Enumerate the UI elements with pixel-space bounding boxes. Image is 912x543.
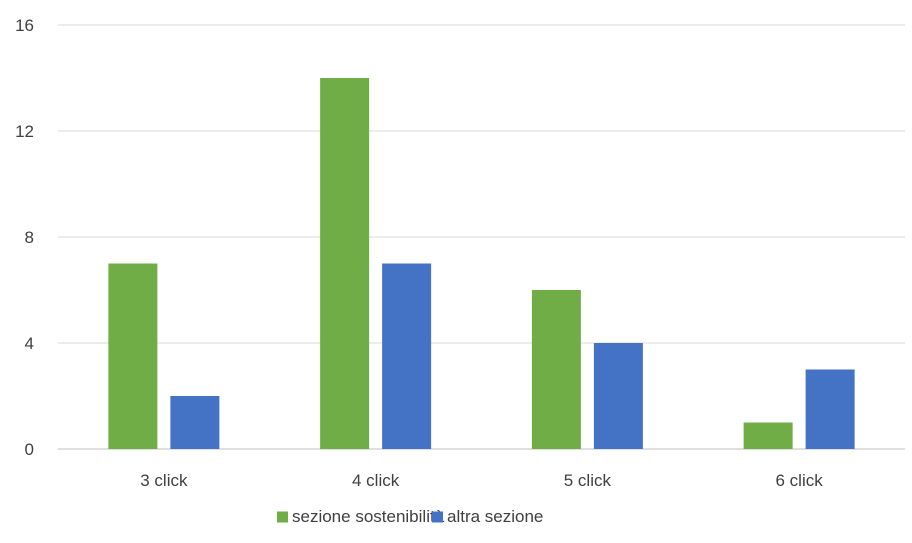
legend-label: altra sezione	[447, 507, 543, 526]
bar	[108, 263, 158, 449]
bars	[108, 78, 855, 449]
bar	[320, 78, 370, 449]
y-tick-label: 4	[25, 334, 34, 353]
legend-swatch	[432, 511, 443, 523]
bar	[170, 396, 220, 449]
y-tick-label: 16	[15, 16, 34, 35]
y-tick-label: 8	[25, 228, 34, 247]
bar	[805, 369, 855, 449]
y-tick-label: 0	[25, 440, 34, 459]
gridlines	[58, 24, 905, 450]
x-tick-label: 5 click	[564, 471, 612, 490]
x-tick-label: 3 click	[140, 471, 188, 490]
bar	[743, 422, 793, 449]
axes: 0 4 8 12 16 3 click 4 click 5 click 6 click	[15, 16, 823, 490]
bar	[593, 343, 643, 449]
legend-swatch	[277, 511, 288, 523]
bar	[531, 290, 581, 449]
bar	[382, 263, 432, 449]
y-tick-label: 12	[15, 122, 34, 141]
legend: sezione sostenibilità altra sezione	[277, 507, 543, 526]
legend-label: sezione sostenibilità	[292, 507, 445, 526]
x-tick-label: 4 click	[352, 471, 400, 490]
x-tick-label: 6 click	[776, 471, 824, 490]
